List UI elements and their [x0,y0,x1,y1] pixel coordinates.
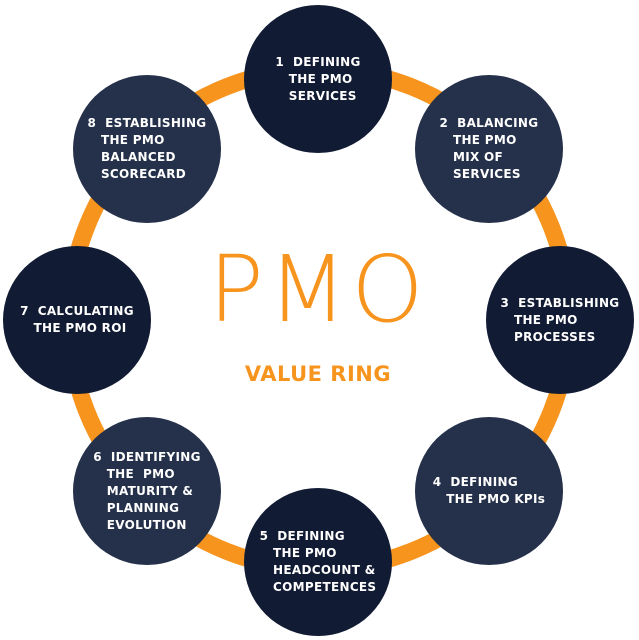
step-2-label: 2 BALANCING THE PMO MIX OF SERVICES [439,116,539,181]
step-1-label: 1 DEFINING THE PMO SERVICES [275,54,361,103]
step-2-node: 2 BALANCING THE PMO MIX OF SERVICES [415,75,563,223]
step-5-label: 5 DEFINING THE PMO HEADCOUNT & COMPETENC… [259,529,377,594]
center-title: PMO [208,236,428,343]
step-7-label: 7 CALCULATING THE PMO ROI [20,304,134,335]
center-subtitle: VALUE RING [244,362,392,386]
step-6-label: 6 IDENTIFYING THE PMO MATURITY & PLANNIN… [93,449,201,532]
step-1-node: 1 DEFINING THE PMO SERVICES [244,5,392,153]
step-4-label: 4 DEFINING THE PMO KPIs [432,475,546,506]
step-7-node: 7 CALCULATING THE PMO ROI [3,246,151,394]
step-4-node: 4 DEFINING THE PMO KPIs [415,417,563,565]
step-8-label: 8 ESTABLISHING THE PMO BALANCED SCORECAR… [87,116,207,181]
step-5-node: 5 DEFINING THE PMO HEADCOUNT & COMPETENC… [244,488,392,636]
step-3-node: 3 ESTABLISHING THE PMO PROCESSES [486,246,634,394]
step-3-label: 3 ESTABLISHING THE PMO PROCESSES [500,295,620,344]
step-6-node: 6 IDENTIFYING THE PMO MATURITY & PLANNIN… [73,417,221,565]
step-8-node: 8 ESTABLISHING THE PMO BALANCED SCORECAR… [73,75,221,223]
